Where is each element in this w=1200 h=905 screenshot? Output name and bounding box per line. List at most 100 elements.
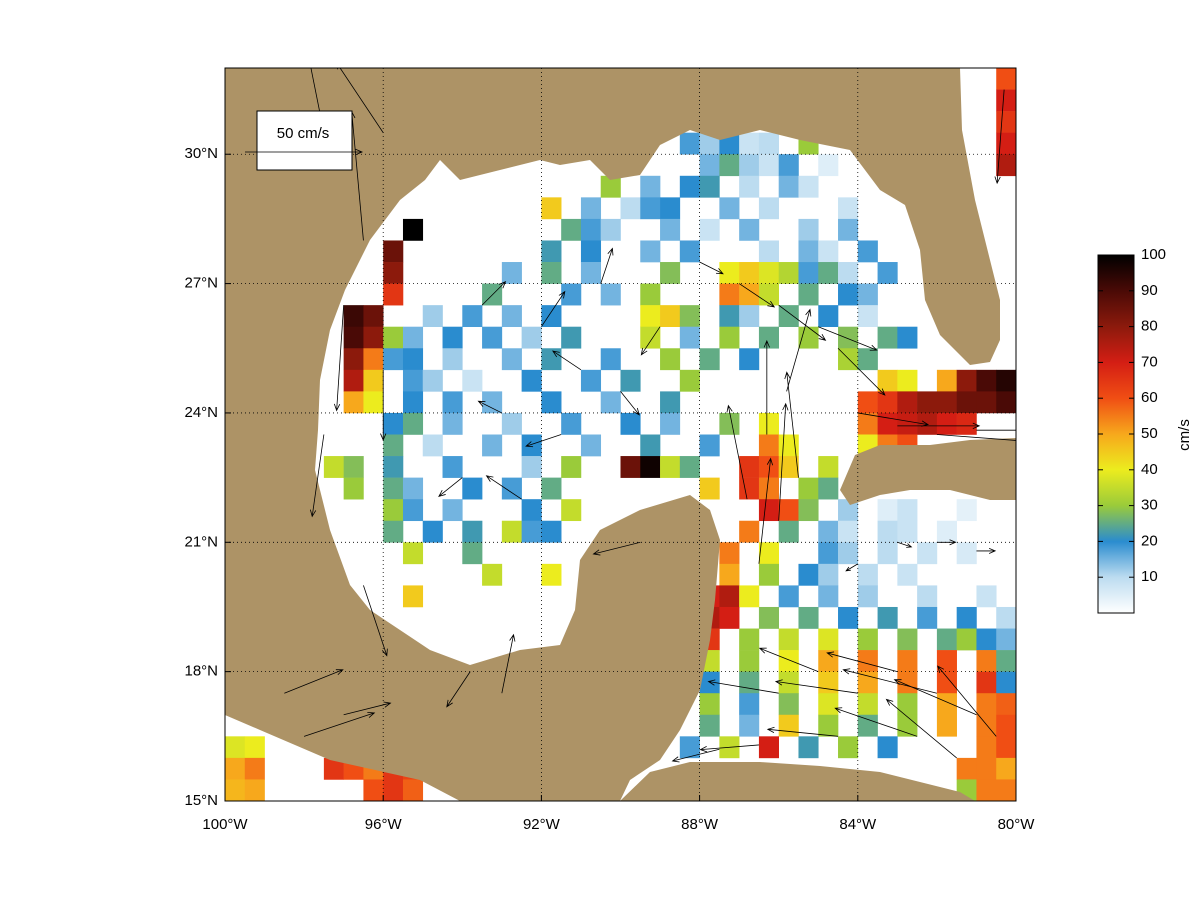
cell — [897, 650, 918, 672]
cell — [976, 585, 997, 608]
cell — [996, 132, 1016, 155]
cell — [660, 456, 681, 478]
colorbar: 10 20 30 40 50 60 70 80 90 100 — [1097, 246, 1166, 614]
cell — [739, 650, 760, 672]
cell — [600, 218, 621, 241]
cell — [936, 628, 957, 651]
scale-label: 50 cm/s — [277, 125, 330, 142]
velocity-arrow — [826, 651, 898, 673]
cell — [758, 262, 779, 284]
cell — [719, 412, 740, 435]
velocity-arrow — [758, 457, 774, 564]
cell — [719, 326, 740, 349]
velocity-arrow — [834, 707, 918, 737]
cell — [758, 542, 779, 565]
cell — [521, 520, 542, 543]
scale-arrow — [245, 148, 364, 156]
cell — [739, 628, 760, 651]
cell — [956, 391, 977, 414]
cell — [363, 348, 384, 371]
cell — [541, 477, 562, 500]
cell — [343, 477, 364, 500]
cell — [818, 693, 839, 716]
cell — [739, 456, 760, 478]
velocity-arrow — [778, 402, 789, 521]
cell — [758, 197, 779, 220]
cell — [778, 305, 799, 328]
y-tick-label: 15°N — [184, 792, 218, 809]
cell — [521, 369, 542, 392]
cell — [857, 671, 878, 694]
cell — [343, 305, 364, 328]
cell — [660, 218, 681, 241]
cell — [739, 714, 760, 737]
cell — [343, 456, 364, 478]
cell — [818, 628, 839, 651]
velocity-arrow — [501, 633, 516, 694]
cell — [739, 520, 760, 543]
cell — [541, 240, 562, 263]
cell — [521, 434, 542, 457]
cell — [818, 154, 839, 177]
cell — [838, 262, 859, 284]
cell — [739, 671, 760, 694]
cell — [917, 542, 938, 565]
cell — [660, 348, 681, 371]
x-tick-label: 96°W — [365, 816, 403, 833]
cell — [976, 779, 997, 801]
cell — [818, 240, 839, 263]
cell — [996, 714, 1016, 737]
cell — [857, 305, 878, 328]
cell — [976, 693, 997, 716]
cell — [402, 477, 424, 500]
cell — [877, 391, 898, 414]
cell — [442, 348, 463, 371]
cell — [719, 606, 740, 629]
cell — [442, 326, 463, 349]
cell — [818, 305, 839, 328]
cell — [778, 585, 799, 608]
cell — [936, 520, 957, 543]
cell — [897, 671, 918, 694]
cell — [857, 391, 878, 414]
cell — [798, 606, 819, 629]
cell — [758, 434, 779, 457]
velocity-arrow — [774, 679, 858, 694]
cell — [225, 736, 246, 759]
cell — [877, 369, 898, 392]
cell — [798, 240, 819, 263]
velocity-arrow — [592, 541, 641, 556]
cell — [699, 434, 720, 457]
cell — [383, 283, 404, 306]
cell — [818, 585, 839, 608]
cell — [778, 693, 799, 716]
cell — [640, 326, 661, 349]
cell — [679, 175, 700, 198]
cell — [857, 563, 878, 586]
cell — [857, 412, 878, 435]
cell — [699, 154, 720, 177]
cell — [996, 650, 1016, 672]
cell — [996, 154, 1016, 177]
cell — [936, 714, 957, 737]
velocity-arrow — [763, 339, 770, 435]
cell — [897, 520, 918, 543]
cell — [482, 434, 503, 457]
cell — [383, 262, 404, 284]
cell — [976, 757, 997, 780]
colorbar-tick-label: 100 — [1141, 246, 1166, 263]
cell — [719, 542, 740, 565]
cell — [956, 412, 977, 435]
cell — [679, 305, 700, 328]
cell — [383, 779, 404, 801]
velocity-arrow — [994, 89, 1005, 185]
velocity-arrow — [699, 261, 724, 275]
cell — [402, 499, 424, 522]
cell — [402, 585, 424, 608]
cell — [640, 175, 661, 198]
cell — [818, 563, 839, 586]
cell — [383, 456, 404, 478]
cell — [442, 456, 463, 478]
cell — [383, 348, 404, 371]
cell — [936, 693, 957, 716]
